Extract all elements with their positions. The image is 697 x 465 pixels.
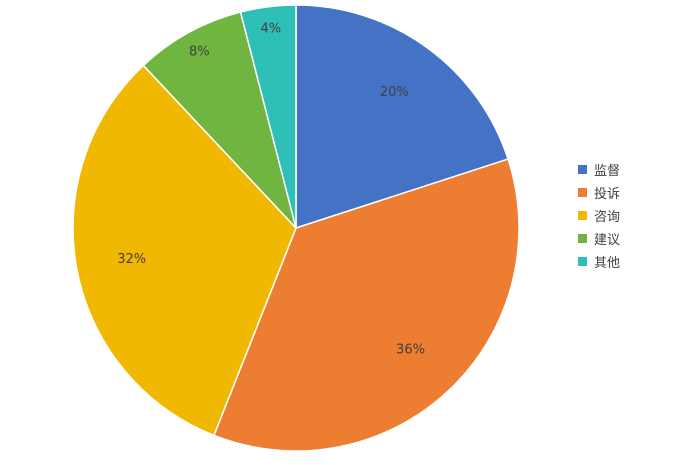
pie-data-labels: 20% 36% 32% 8% 4% xyxy=(117,21,425,357)
pie-slice xyxy=(72,64,297,437)
legend-item: 其他 xyxy=(578,250,620,273)
pie-data-label: 20% xyxy=(380,85,409,100)
legend-label: 建议 xyxy=(594,233,621,248)
legend-label: 其他 xyxy=(594,256,621,271)
pie-slice xyxy=(142,11,297,229)
pie-slice xyxy=(295,4,510,230)
legend-label: 咨询 xyxy=(594,210,621,225)
legend-label: 监督 xyxy=(594,164,621,179)
pie-data-label: 32% xyxy=(117,252,146,267)
pie-slice xyxy=(212,158,520,452)
legend-label: 投诉 xyxy=(594,187,621,202)
pie-slice xyxy=(239,4,297,229)
legend-swatch xyxy=(578,188,587,197)
pie-slices xyxy=(72,4,520,452)
legend-swatch xyxy=(578,257,587,266)
legend: 监督投诉咨询建议其他 xyxy=(578,158,620,273)
legend-swatch xyxy=(578,165,587,174)
legend-item: 建议 xyxy=(578,227,620,250)
legend-swatch xyxy=(578,234,587,243)
pie-data-label: 8% xyxy=(189,45,210,60)
legend-item: 监督 xyxy=(578,158,620,181)
pie-data-label: 4% xyxy=(260,21,281,36)
legend-swatch xyxy=(578,211,587,220)
pie-data-label: 36% xyxy=(396,342,425,357)
legend-item: 投诉 xyxy=(578,181,620,204)
legend-item: 咨询 xyxy=(578,204,620,227)
